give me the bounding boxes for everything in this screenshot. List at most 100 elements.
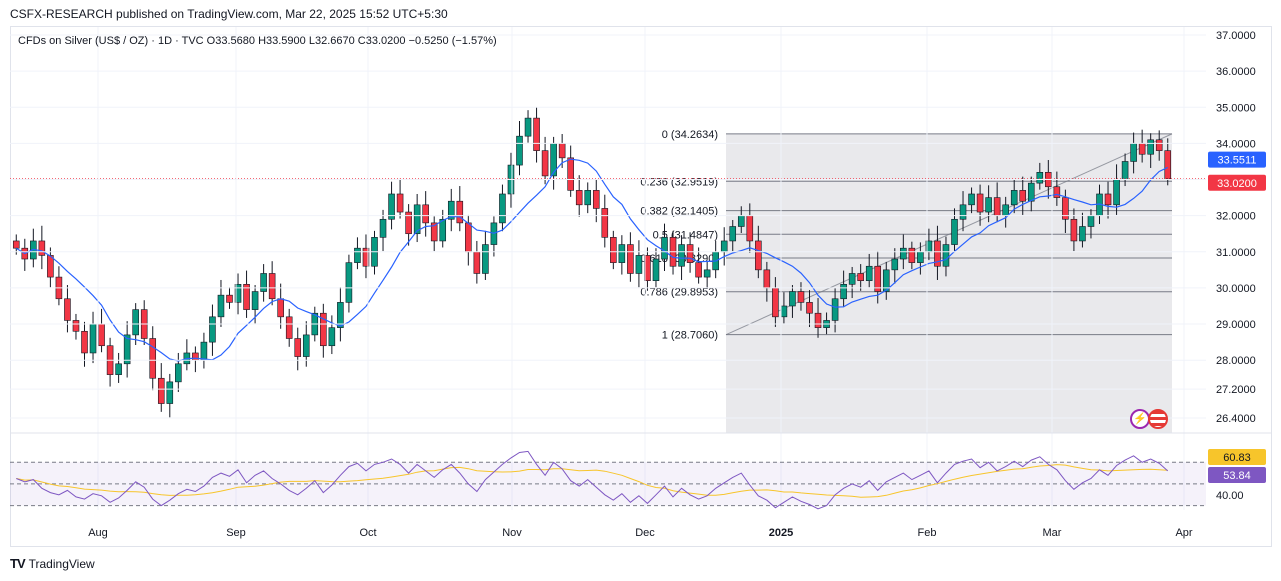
candle-body (1155, 139, 1163, 151)
candle-body (618, 244, 626, 263)
rsi-tick-label: 40.00 (1216, 490, 1244, 502)
rsi-value: 53.84 (1223, 470, 1251, 482)
candle-body (959, 204, 967, 220)
candle-body (882, 269, 890, 292)
candle-body (72, 320, 80, 332)
time-tick-label: Dec (635, 527, 655, 539)
candle-body (908, 247, 916, 263)
candle-body (746, 215, 754, 242)
candle-body (729, 226, 737, 242)
candle-body (175, 363, 182, 383)
candle-body (720, 240, 728, 253)
price-axis[interactable]: 37.000036.000035.000034.000033.000032.00… (10, 30, 1266, 425)
candle-body (985, 197, 992, 213)
price-tick-label: 36.0000 (1216, 66, 1256, 78)
candle-body (1147, 139, 1154, 155)
candle-body (652, 258, 660, 281)
candle-body (1019, 190, 1027, 202)
candle-body (422, 204, 429, 224)
symbol-name[interactable]: CFDs on Silver (US$ / OZ) · 1D · TVC (18, 35, 204, 47)
price-tick-label: 27.2000 (1216, 384, 1256, 396)
candle-body (430, 222, 438, 242)
candle-body (388, 193, 395, 220)
fib-level-label: 0 (34.2634) (662, 129, 718, 141)
candle-body (763, 269, 771, 289)
rsi-line (16, 450, 1169, 510)
candle-body (157, 377, 165, 404)
lightning-icon[interactable]: ⚡ (1130, 409, 1150, 429)
candle-body (1062, 197, 1069, 220)
candle-body (797, 291, 805, 303)
publisher-line: CSFX-RESEARCH published on TradingView.c… (10, 7, 448, 21)
rsi-ma-badge (1208, 449, 1266, 465)
candle-body (302, 334, 310, 357)
candle-body (541, 150, 549, 177)
footer[interactable]: TV TradingView (10, 556, 95, 571)
rsi-ma-value: 60.83 (1223, 452, 1251, 464)
candle-body (354, 247, 361, 263)
candle-body (209, 316, 216, 343)
candle-body (379, 218, 387, 238)
candle-body (1121, 161, 1129, 180)
fib-level-label: 0.5 (31.4847) (653, 229, 718, 241)
candle-body (439, 218, 447, 242)
last-price-label: 33.0200 (1217, 178, 1257, 190)
candle-body (192, 352, 199, 361)
candle-body (968, 193, 975, 206)
candle-body (635, 255, 643, 274)
candle-body (840, 284, 847, 300)
price-tick-label: 26.4000 (1216, 413, 1256, 425)
fib-level-label: 1 (28.7060) (662, 330, 718, 342)
moving-average (10, 158, 1206, 362)
candle-body (12, 240, 20, 249)
fib-retracement[interactable]: 0 (34.2634) 0.236 (32.9519) 0.382 (32.1405… (640, 129, 1173, 434)
candle-body (1036, 172, 1044, 184)
candle-body (1113, 179, 1120, 206)
legend: CFDs on Silver (US$ / OZ) · 1D · TVC O33… (18, 35, 497, 47)
us-flag-icon[interactable] (1148, 409, 1168, 429)
candle-body (1104, 193, 1112, 206)
candle-body (917, 251, 924, 263)
event-badges[interactable]: ⚡ (1130, 409, 1168, 429)
ma-line (15, 158, 1168, 362)
close-value: C33.0200 (357, 35, 406, 47)
candle-body (1087, 215, 1095, 227)
candle-body (234, 284, 242, 303)
low-value: L32.6670 (308, 35, 355, 47)
candle-body (575, 190, 583, 206)
candle-body (831, 298, 839, 321)
ma-price-badge (1208, 151, 1266, 168)
price-tick-label: 34.0000 (1216, 138, 1256, 150)
candle-body (1138, 143, 1146, 155)
time-tick-label: 2025 (769, 527, 793, 539)
high-value: H33.5900 (258, 35, 306, 47)
chart-frame (10, 26, 1272, 547)
candle-body (848, 273, 856, 285)
time-axis[interactable]: Aug Sep Oct Nov Dec 2025 Feb Mar Apr (10, 27, 1272, 539)
candle-body (277, 298, 284, 318)
footer-brand: TradingView (28, 556, 95, 571)
candle-body (1002, 204, 1009, 216)
candle-body (814, 312, 822, 328)
candle-body (592, 190, 600, 209)
candle-body (533, 117, 540, 151)
candle-body (703, 269, 711, 278)
fib-level-label: 0.236 (32.9519) (640, 176, 718, 188)
price-tick-label: 32.0000 (1216, 211, 1256, 223)
candle-body (524, 117, 532, 137)
candle-body (644, 255, 651, 281)
time-tick-label: Oct (359, 527, 376, 539)
price-tick-label: 28.0000 (1216, 355, 1256, 367)
candle-body (627, 244, 634, 274)
candle-body (447, 200, 455, 220)
rsi-pane[interactable]: 40.00 60.83 53.84 (10, 449, 1266, 510)
candle-body (465, 222, 472, 253)
candle-body (217, 294, 225, 318)
candle-body (865, 265, 873, 281)
rsi-ma-line (16, 464, 1168, 498)
price-tick-label: 31.0000 (1216, 247, 1256, 259)
ma-price-label: 33.5511 (1218, 155, 1257, 167)
change-value: −0.5250 (−1.57%) (408, 35, 497, 47)
candle-body (413, 204, 421, 235)
